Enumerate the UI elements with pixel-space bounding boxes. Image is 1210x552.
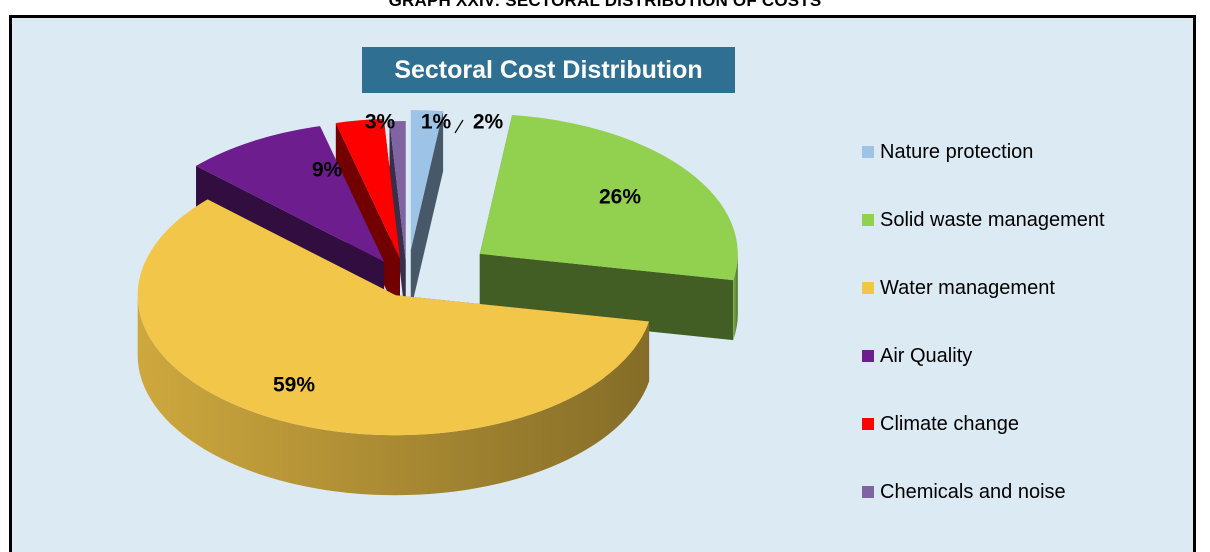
legend-swatch-air-quality bbox=[862, 350, 874, 362]
legend-label-solid-waste-management: Solid waste management bbox=[880, 208, 1105, 231]
legend-item-nature-protection: Nature protection bbox=[862, 137, 1192, 167]
legend-label-chemicals-and-noise: Chemicals and noise bbox=[880, 480, 1066, 503]
legend-label-water-management: Water management bbox=[880, 276, 1055, 299]
data-label-water-management: 59% bbox=[273, 374, 315, 397]
legend-swatch-climate-change bbox=[862, 418, 874, 430]
leader-line bbox=[454, 119, 464, 134]
page-heading: GRAPH XXIV: SECTORAL DISTRIBUTION OF COS… bbox=[388, 0, 822, 10]
data-label-climate-change: 3% bbox=[365, 111, 396, 134]
data-label-nature-protection: 2% bbox=[473, 111, 504, 134]
legend-label-climate-change: Climate change bbox=[880, 412, 1019, 435]
slice-nature-protection bbox=[410, 110, 444, 311]
chart-title: Sectoral Cost Distribution bbox=[362, 47, 735, 93]
legend-swatch-water-management bbox=[862, 282, 874, 294]
slice-water-management bbox=[137, 199, 650, 496]
legend-label-nature-protection: Nature protection bbox=[880, 140, 1034, 163]
legend-swatch-chemicals-and-noise bbox=[862, 486, 874, 498]
legend-item-solid-waste-management: Solid waste management bbox=[862, 205, 1192, 235]
data-label-air-quality: 9% bbox=[312, 159, 343, 182]
data-label-solid-waste-management: 26% bbox=[599, 186, 641, 209]
legend-item-air-quality: Air Quality bbox=[862, 341, 1192, 371]
data-label-chemicals-and-noise: 1% bbox=[421, 111, 452, 134]
legend-item-water-management: Water management bbox=[862, 273, 1192, 303]
slice-chemicals-and-noise bbox=[389, 121, 406, 322]
legend-item-chemicals-and-noise: Chemicals and noise bbox=[862, 477, 1192, 507]
legend-item-climate-change: Climate change bbox=[862, 409, 1192, 439]
slice-solid-waste-management bbox=[479, 115, 738, 341]
legend-label-air-quality: Air Quality bbox=[880, 344, 973, 367]
legend-swatch-solid-waste-management bbox=[862, 214, 874, 226]
legend-swatch-nature-protection bbox=[862, 146, 874, 158]
